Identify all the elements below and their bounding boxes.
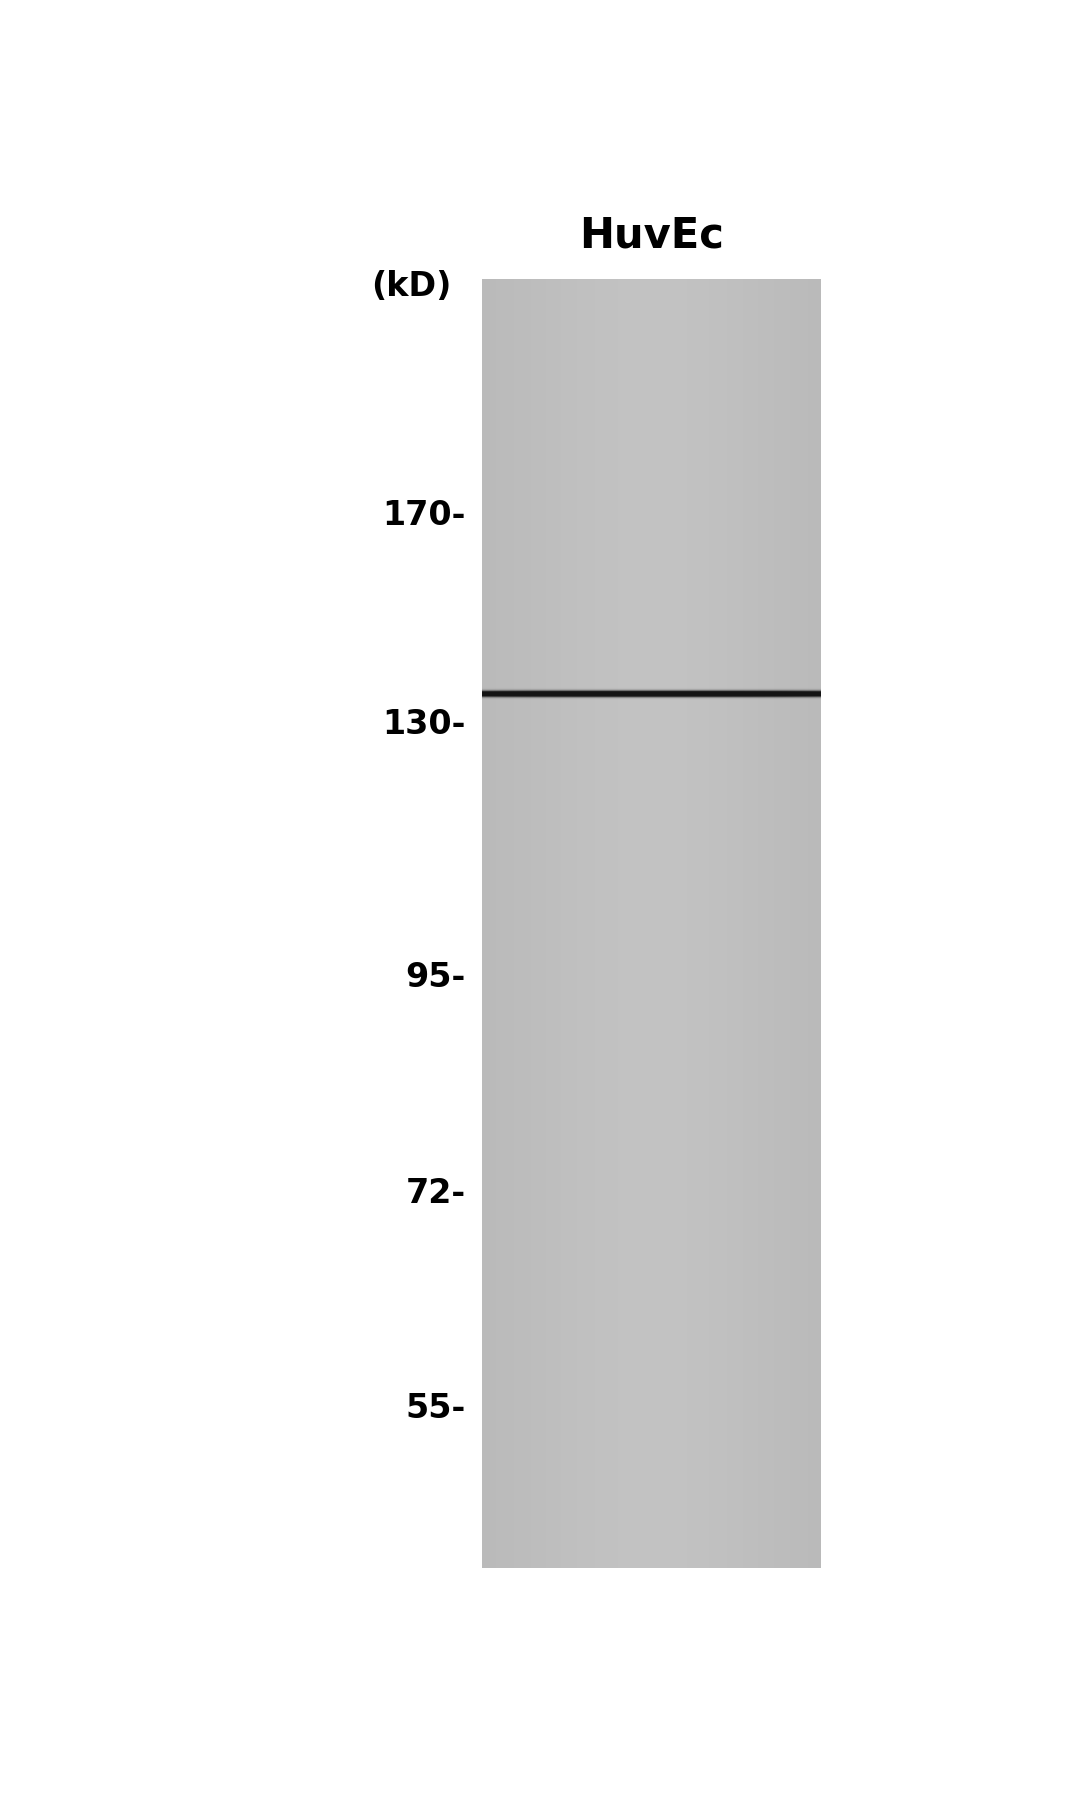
- Text: HuvEc: HuvEc: [579, 213, 724, 257]
- Text: 72-: 72-: [405, 1178, 465, 1210]
- Text: 55-: 55-: [405, 1391, 465, 1424]
- Text: 130-: 130-: [382, 707, 465, 740]
- Text: 95-: 95-: [405, 961, 465, 995]
- Text: 170-: 170-: [382, 499, 465, 532]
- Text: (kD): (kD): [372, 270, 451, 304]
